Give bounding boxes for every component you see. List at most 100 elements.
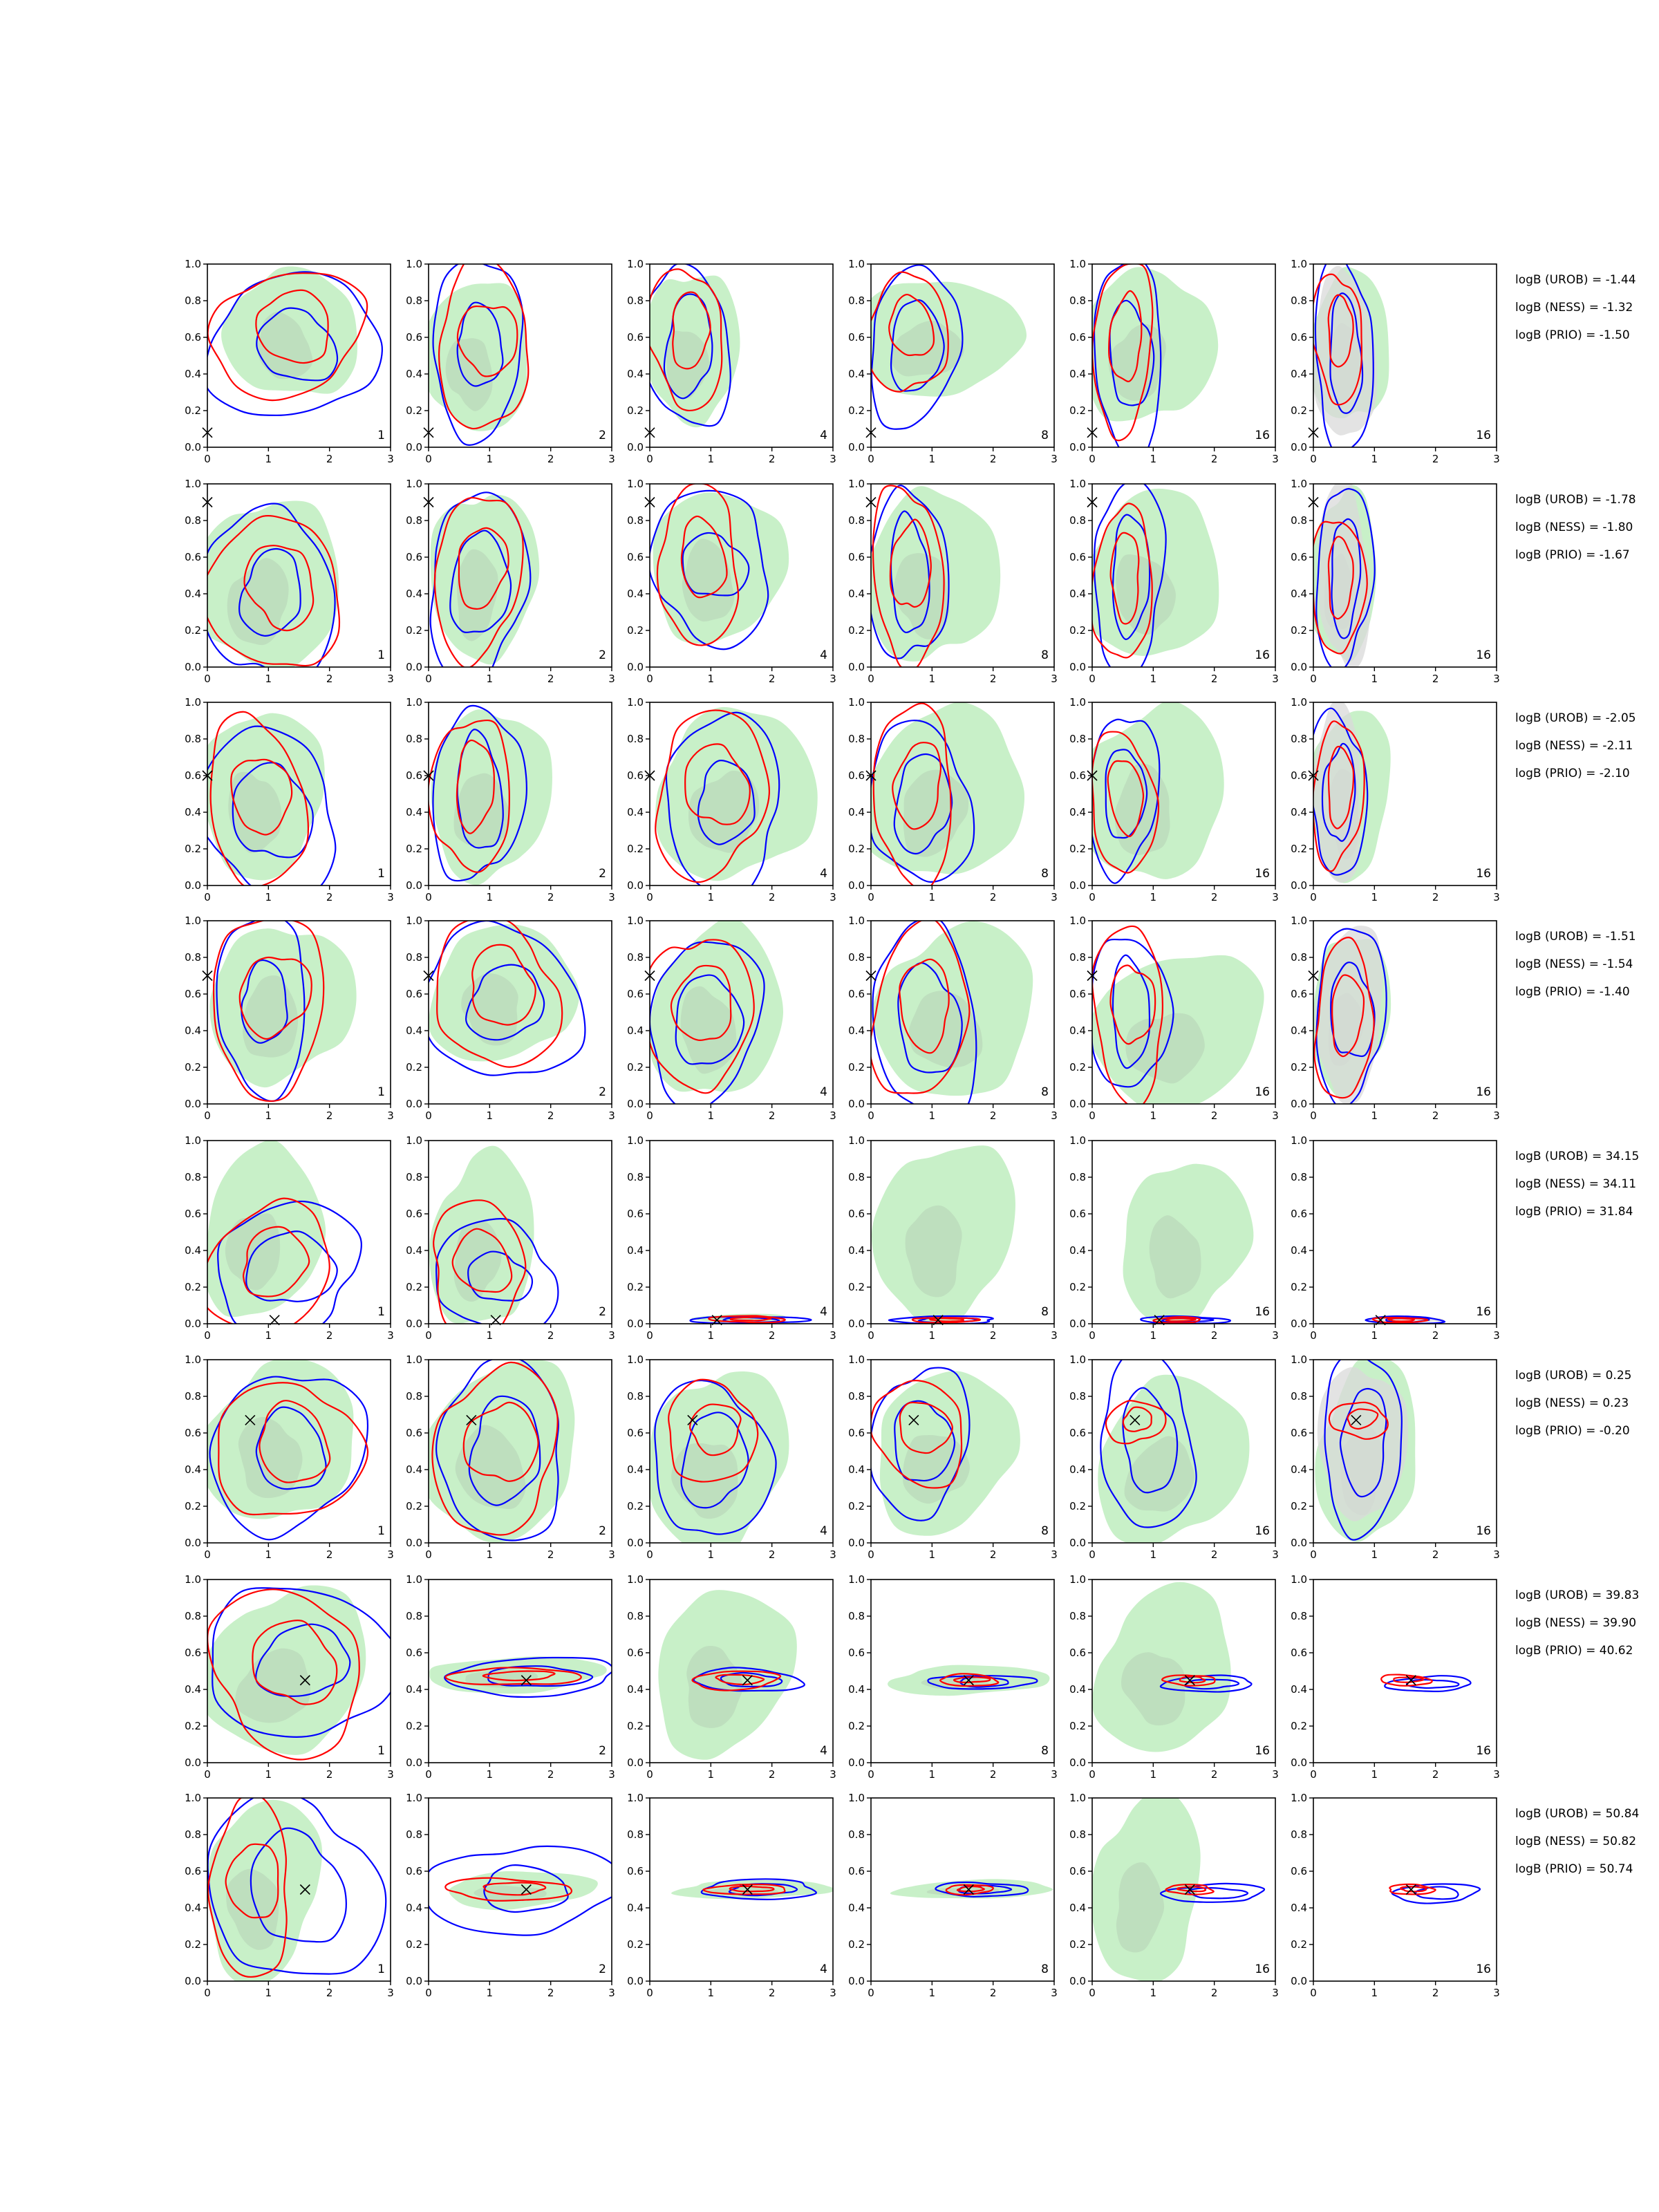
- y-tick-label: 0.6: [1069, 1865, 1086, 1877]
- axes-frame: [649, 483, 834, 668]
- prior-dense-region: [474, 1885, 547, 1902]
- y-tick-label: 0.0: [406, 1098, 422, 1110]
- y-tick-label: 0.0: [848, 441, 865, 453]
- x-tick-label: 3: [1272, 453, 1279, 465]
- x-tick-label: 1: [265, 673, 272, 685]
- red-contour-inner: [1347, 1408, 1379, 1430]
- x-tick-label: 2: [547, 1768, 554, 1781]
- panel-r4-c4: [871, 921, 1033, 1104]
- y-tick-label: 0.2: [1069, 1281, 1086, 1293]
- red-contour-outer: [209, 711, 309, 885]
- x-tick-label: 0: [204, 673, 211, 685]
- x-tick-label: 3: [1272, 891, 1279, 903]
- x-tick-label: 3: [1272, 1329, 1279, 1342]
- y-tick-label: 0.6: [1291, 1208, 1307, 1220]
- red-contour-outer: [207, 1588, 360, 1761]
- y-tick-label: 0.2: [848, 1938, 865, 1951]
- y-tick-label: 0.0: [627, 1098, 644, 1110]
- true-value-marker: [521, 1884, 532, 1895]
- panel-index-label: 4: [820, 1524, 827, 1538]
- x-tick-label: 2: [1432, 453, 1439, 465]
- y-tick-label: 0.6: [1069, 1647, 1086, 1659]
- x-tick-label: 3: [1272, 1109, 1279, 1122]
- y-tick-label: 0.8: [185, 733, 201, 745]
- blue-contour-inner: [890, 299, 945, 392]
- red-contour-inner: [1399, 1886, 1427, 1893]
- panel-index-label: 8: [1041, 867, 1049, 881]
- panel-index-label: 16: [1476, 1085, 1491, 1099]
- true-value-marker: [299, 1884, 310, 1895]
- posterior-gray-region: [1318, 484, 1371, 667]
- y-tick-label: 0.8: [1069, 1171, 1086, 1183]
- y-tick-label: 0.6: [1069, 331, 1086, 344]
- red-contour-inner: [259, 1400, 331, 1483]
- axes-frame: [1091, 702, 1276, 886]
- y-tick-label: 0.8: [406, 514, 422, 527]
- panel-index-label: 16: [1476, 1744, 1491, 1758]
- red-contour-inner: [456, 739, 495, 834]
- prior-dense-region: [453, 773, 510, 848]
- panel-r7-c2: [429, 1656, 612, 1698]
- y-tick-label: 0.6: [185, 331, 201, 344]
- y-tick-label: 1.0: [627, 1353, 644, 1366]
- x-tick-label: 3: [608, 1768, 615, 1781]
- logb-annotation: logB (PRIO) = 40.62: [1515, 1644, 1633, 1658]
- x-tick-label: 2: [326, 1548, 333, 1561]
- true-value-marker: [466, 1414, 477, 1426]
- y-tick-label: 0.2: [627, 1500, 644, 1512]
- y-tick-label: 0.6: [627, 988, 644, 1000]
- panel-r6-c5: [1098, 1360, 1250, 1543]
- x-tick-label: 0: [646, 1329, 653, 1342]
- y-tick-label: 0.8: [185, 1828, 201, 1841]
- y-tick-label: 0.2: [1069, 1500, 1086, 1512]
- x-tick-label: 0: [1089, 1329, 1096, 1342]
- panel-r1-c3: [650, 264, 740, 428]
- axes-frame: [870, 1797, 1055, 1982]
- y-tick-label: 0.0: [848, 879, 865, 892]
- x-tick-label: 0: [1310, 1768, 1317, 1781]
- y-tick-label: 0.4: [185, 1024, 201, 1037]
- blue-contour-outer: [1160, 1882, 1266, 1903]
- x-tick-label: 3: [830, 673, 836, 685]
- axes-frame: [870, 1359, 1055, 1544]
- axes-frame: [207, 920, 391, 1105]
- blue-contour-outer: [212, 1587, 391, 1738]
- panel-r6-c2: [429, 1360, 575, 1543]
- x-tick-label: 1: [1371, 1548, 1378, 1561]
- y-tick-label: 0.0: [1069, 1098, 1086, 1110]
- y-tick-label: 0.2: [627, 1720, 644, 1732]
- x-tick-label: 0: [204, 1329, 211, 1342]
- logb-annotation: logB (NESS) = -1.80: [1515, 521, 1633, 534]
- x-tick-label: 2: [1211, 1329, 1218, 1342]
- panel-r6-c1: [207, 1360, 369, 1541]
- y-tick-label: 0.2: [406, 1500, 422, 1512]
- blue-contour-outer: [207, 725, 337, 885]
- y-tick-label: 0.0: [1291, 1098, 1307, 1110]
- y-tick-label: 0.8: [627, 733, 644, 745]
- x-tick-label: 0: [204, 453, 211, 465]
- y-tick-label: 0.8: [1291, 1828, 1307, 1841]
- x-tick-label: 1: [1371, 673, 1378, 685]
- blue-contour-outer: [665, 711, 780, 885]
- y-tick-label: 1.0: [627, 258, 644, 270]
- axes-frame: [870, 920, 1055, 1105]
- panel-r4-c5: [1092, 925, 1264, 1104]
- true-value-marker: [1351, 1414, 1362, 1426]
- blue-contour-outer: [927, 1675, 1038, 1690]
- y-tick-label: 0.6: [406, 1208, 422, 1220]
- logb-annotation: logB (UROB) = -2.05: [1515, 711, 1636, 725]
- red-contour-outer: [872, 702, 952, 885]
- y-tick-label: 0.6: [1291, 769, 1307, 782]
- y-tick-label: 0.0: [1069, 879, 1086, 892]
- x-tick-label: 2: [547, 673, 554, 685]
- y-tick-label: 0.4: [1291, 1902, 1307, 1914]
- y-tick-label: 1.0: [848, 478, 865, 490]
- blue-contour-outer: [650, 489, 769, 650]
- red-contour-inner: [1165, 1318, 1197, 1322]
- blue-contour-inner: [456, 301, 504, 387]
- y-tick-label: 0.0: [185, 879, 201, 892]
- logb-annotation: logB (UROB) = 0.25: [1515, 1369, 1631, 1382]
- logb-annotation: logB (PRIO) = -1.40: [1515, 985, 1630, 999]
- axes-frame: [1313, 1140, 1497, 1324]
